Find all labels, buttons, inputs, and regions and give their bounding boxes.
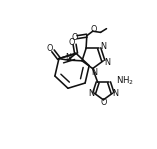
Text: O: O	[46, 44, 53, 53]
Text: O: O	[68, 38, 74, 47]
Text: N: N	[65, 53, 71, 62]
Text: N: N	[104, 58, 110, 66]
Text: O: O	[90, 25, 97, 34]
Text: O: O	[71, 33, 78, 42]
Text: N: N	[91, 68, 97, 77]
Text: N: N	[100, 42, 106, 51]
Text: O: O	[100, 98, 107, 107]
Text: N: N	[113, 89, 119, 98]
Text: NH$_2$: NH$_2$	[116, 74, 134, 87]
Text: N: N	[88, 89, 94, 98]
